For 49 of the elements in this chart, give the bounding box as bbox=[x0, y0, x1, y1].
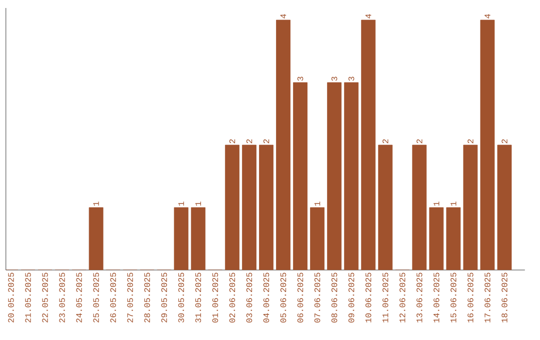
x-tick-label: 09.06.2025 bbox=[348, 272, 354, 322]
x-tick-label: 22.05.2025 bbox=[42, 272, 48, 322]
data-label: 1 bbox=[450, 202, 456, 206]
x-tick-label: 14.06.2025 bbox=[434, 272, 440, 322]
data-label: 4 bbox=[484, 14, 490, 18]
x-tick-label: 11.06.2025 bbox=[382, 272, 388, 322]
x-tick-label: 05.06.2025 bbox=[280, 272, 286, 322]
x-tick-label: 02.06.2025 bbox=[229, 272, 236, 322]
x-tick-label: 31.05.2025 bbox=[195, 272, 202, 322]
data-label: 2 bbox=[246, 139, 252, 144]
x-tick-label: 06.06.2025 bbox=[297, 272, 304, 322]
data-label: 1 bbox=[178, 202, 184, 206]
x-tick-label: 20.05.2025 bbox=[8, 272, 14, 322]
data-label: 4 bbox=[366, 14, 372, 18]
data-label: 3 bbox=[348, 76, 354, 81]
x-tick-label: 28.05.2025 bbox=[144, 272, 150, 322]
x-tick-label: 01.06.2025 bbox=[212, 272, 218, 322]
data-label: 2 bbox=[416, 139, 422, 144]
data-label: 1 bbox=[195, 202, 201, 206]
x-tick-label: 12.06.2025 bbox=[400, 272, 406, 322]
x-tick-label: 17.06.2025 bbox=[484, 272, 490, 322]
x-tick-label: 07.06.2025 bbox=[314, 272, 320, 322]
x-tick-label: 16.06.2025 bbox=[468, 272, 474, 322]
data-label: 2 bbox=[502, 139, 508, 144]
x-tick-label: 10.06.2025 bbox=[365, 272, 372, 322]
x-tick-label: 24.05.2025 bbox=[76, 272, 82, 322]
data-label: 2 bbox=[468, 139, 474, 144]
x-tick-label: 26.05.2025 bbox=[110, 272, 116, 322]
data-label: 2 bbox=[229, 139, 236, 144]
data-label: 1 bbox=[434, 202, 440, 206]
data-label: 2 bbox=[382, 139, 388, 144]
x-tick-label: 21.05.2025 bbox=[25, 272, 31, 322]
data-label: 1 bbox=[314, 202, 320, 206]
data-label: 2 bbox=[263, 139, 270, 144]
x-tick-label: 27.05.2025 bbox=[127, 272, 133, 322]
x-tick-label: 08.06.2025 bbox=[331, 272, 338, 322]
x-tick-label: 03.06.2025 bbox=[246, 272, 252, 322]
x-tick-label: 04.06.2025 bbox=[263, 272, 270, 322]
x-tick-label: 13.06.2025 bbox=[416, 272, 422, 322]
data-label: 3 bbox=[297, 76, 304, 81]
x-tick-label: 30.05.2025 bbox=[178, 272, 184, 322]
x-tick-label: 23.05.2025 bbox=[59, 272, 65, 322]
x-tick-label: 15.06.2025 bbox=[450, 272, 456, 322]
x-tick-label: 25.05.2025 bbox=[93, 272, 99, 322]
data-label: 3 bbox=[331, 76, 338, 81]
data-label: 1 bbox=[93, 202, 99, 206]
x-tick-label: 18.06.2025 bbox=[502, 272, 508, 322]
data-label: 4 bbox=[280, 14, 286, 18]
x-tick-label: 29.05.2025 bbox=[161, 272, 168, 322]
